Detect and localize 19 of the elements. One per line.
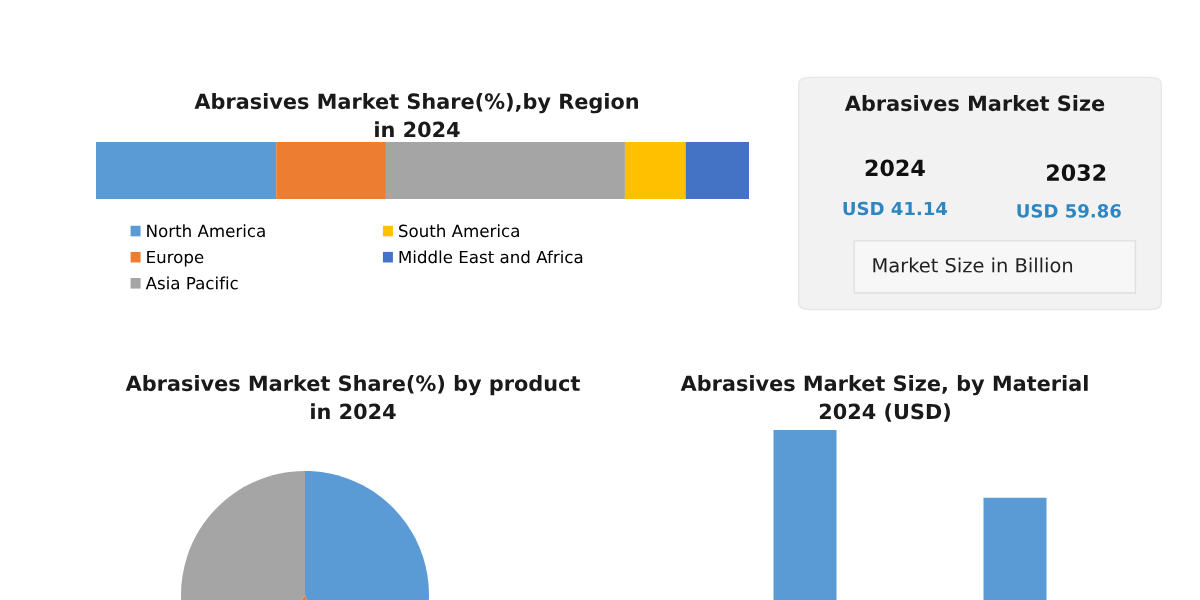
legend-label: Asia Pacific <box>145 276 238 290</box>
chart-title: Abrasives Market Share(%),by Region in 2024 <box>194 93 638 138</box>
legend-label: North America <box>147 224 265 238</box>
text: 2024 <box>865 159 925 177</box>
text: Market Size in Billion <box>873 257 1073 273</box>
bar <box>276 142 386 199</box>
legend-label: South America <box>399 224 519 238</box>
bar <box>685 142 749 199</box>
text: Abrasives Market Size <box>844 95 1105 112</box>
legend-label: Middle East and Africa <box>399 250 583 264</box>
chart-title: Abrasives Market Share(%) by product in 2024 <box>125 375 580 420</box>
bar <box>624 142 686 199</box>
bar <box>96 142 277 199</box>
text: USD 41.14 <box>843 201 948 216</box>
legend-label: Europe <box>147 250 204 267</box>
text: 2032 <box>1047 164 1106 181</box>
bar <box>385 142 625 199</box>
text: USD 59.86 <box>1017 204 1121 218</box>
chart-title: Abrasives Market Size, by Material 2024 (USD) <box>680 375 1088 422</box>
